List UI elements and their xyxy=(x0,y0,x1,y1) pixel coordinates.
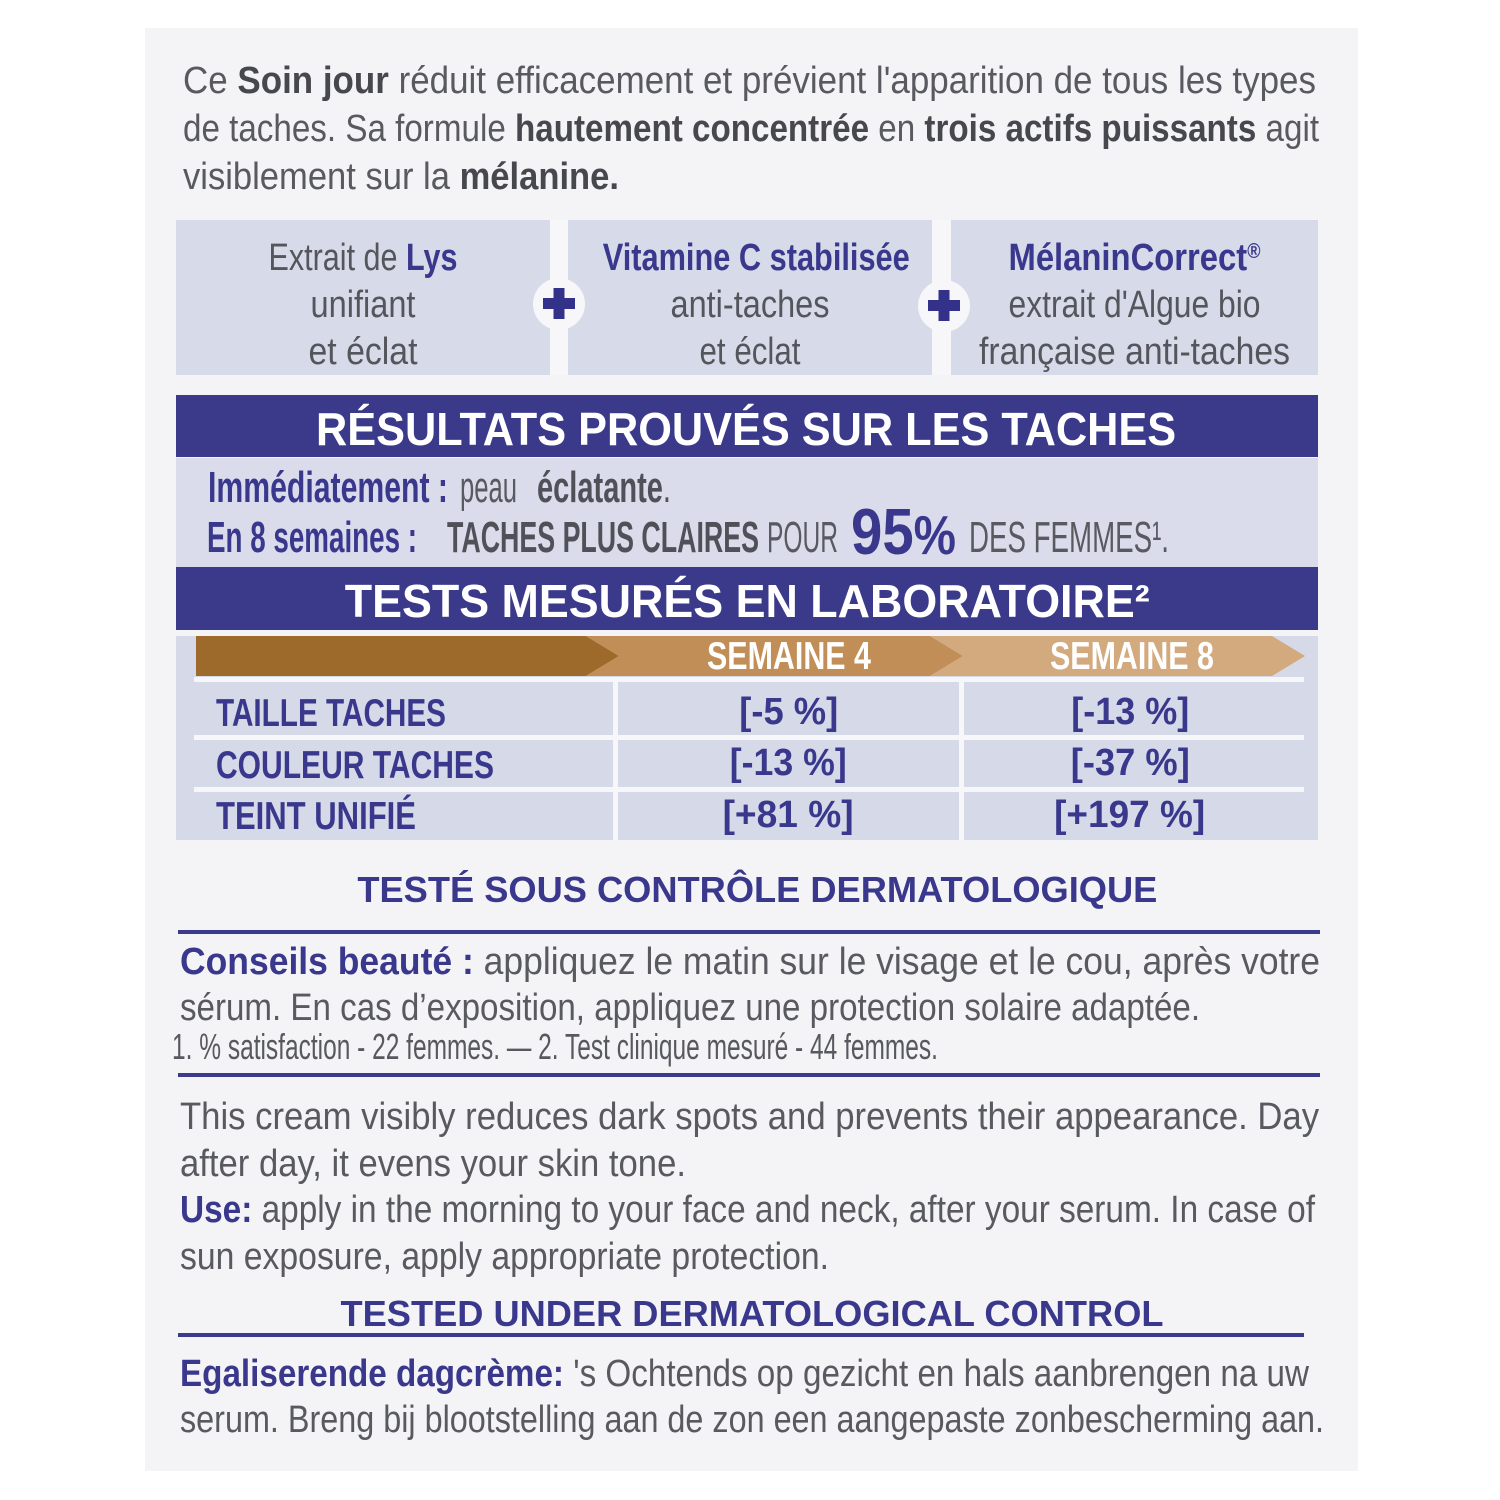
svg-text:SEMAINE 8: SEMAINE 8 xyxy=(1050,636,1214,676)
svg-text:SEMAINE 4: SEMAINE 4 xyxy=(707,636,871,676)
